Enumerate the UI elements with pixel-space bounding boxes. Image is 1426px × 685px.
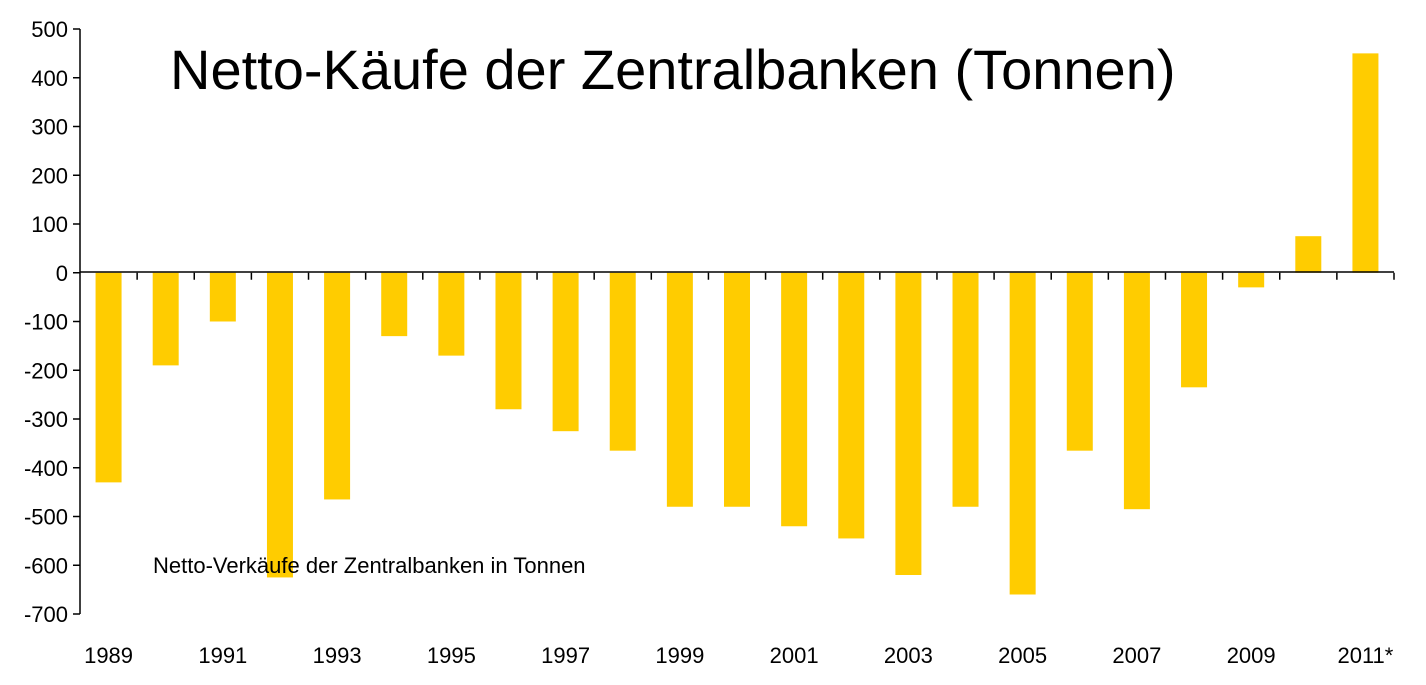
bar-1992 <box>266 272 293 578</box>
chart-annotation: Netto-Verkäufe der Zentralbanken in Tonn… <box>153 553 586 578</box>
bar-2007 <box>1123 272 1150 510</box>
bar-1993 <box>324 272 351 500</box>
x-tick-label: 1999 <box>655 643 704 668</box>
bar-2002 <box>838 272 865 539</box>
bar-1998 <box>609 272 636 451</box>
x-axis <box>80 271 1395 280</box>
bar-2010 <box>1295 236 1322 273</box>
x-tick-label: 2007 <box>1112 643 1161 668</box>
bars-group <box>95 53 1379 595</box>
x-tick-label: 2009 <box>1227 643 1276 668</box>
y-tick-label: 400 <box>31 66 68 91</box>
bar-1990 <box>152 272 179 366</box>
y-tick-labels: 500 400 300 200 100 0 -100 -200 -300 -400 -500 -600… <box>24 17 68 627</box>
bar-2003 <box>895 272 922 575</box>
chart-title: Netto-Käufe der Zentralbanken (Tonnen) <box>170 38 1175 101</box>
x-tick-label: 2003 <box>884 643 933 668</box>
x-tick-label: 2001 <box>770 643 819 668</box>
bar-2008 <box>1181 272 1208 388</box>
x-tick-label: 2011* <box>1337 643 1393 668</box>
x-tick-label: 1989 <box>84 643 133 668</box>
y-tick-label: 0 <box>56 261 68 286</box>
bar-1989 <box>95 272 122 483</box>
y-tick-label: -200 <box>24 358 68 383</box>
y-axis <box>73 28 81 615</box>
bar-2001 <box>781 272 808 527</box>
y-tick-label: -500 <box>24 505 68 530</box>
bar-1996 <box>495 272 522 410</box>
bar-2006 <box>1066 272 1093 451</box>
y-tick-label: 500 <box>31 17 68 42</box>
bar-1995 <box>438 272 465 356</box>
x-tick-label: 1995 <box>427 643 476 668</box>
x-tick-label: 1991 <box>198 643 247 668</box>
y-tick-label: -100 <box>24 310 68 335</box>
bar-2004 <box>952 272 979 507</box>
bar-1999 <box>666 272 693 507</box>
bar-2005 <box>1009 272 1036 595</box>
x-tick-labels: 1989 1991 1993 1995 1997 1999 2001 2003 2005 2007… <box>84 643 1394 668</box>
y-tick-label: 200 <box>31 163 68 188</box>
bar-1991 <box>209 272 236 322</box>
x-tick-label: 2005 <box>998 643 1047 668</box>
bar-2000 <box>724 272 750 507</box>
y-tick-label: -400 <box>24 456 68 481</box>
y-tick-label: -700 <box>24 602 68 627</box>
bar-1997 <box>552 272 579 432</box>
y-tick-label: -600 <box>24 553 68 578</box>
bar-2009 <box>1238 272 1265 288</box>
x-tick-label: 1997 <box>541 643 590 668</box>
y-tick-label: 300 <box>31 115 68 140</box>
y-tick-label: -300 <box>24 407 68 432</box>
bar-1994 <box>381 272 408 337</box>
x-tick-label: 1993 <box>313 643 362 668</box>
y-tick-label: 100 <box>31 212 68 237</box>
bar-2011 <box>1352 53 1379 273</box>
